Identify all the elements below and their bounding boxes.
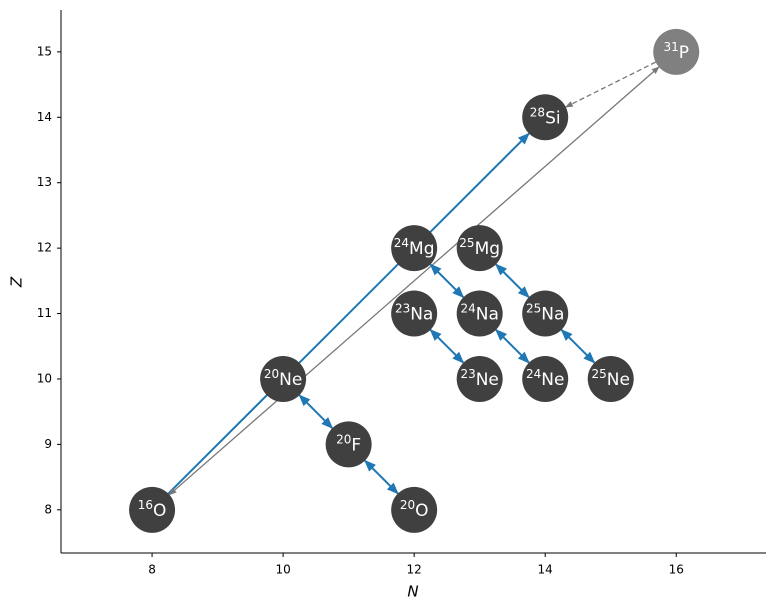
link <box>429 328 465 364</box>
x-axis-label: N <box>407 583 418 601</box>
nuclide-label: 25Mg <box>459 236 500 260</box>
nuclide-symbol: O <box>415 501 428 521</box>
y-tick-label: 11 <box>37 306 52 320</box>
nuclide-symbol: Na <box>410 305 433 325</box>
y-tick-label: 13 <box>37 175 52 189</box>
nuclide <box>391 225 438 272</box>
y-axis-label: Z <box>8 276 26 288</box>
nuclide-symbol: Na <box>476 305 499 325</box>
nuclide-symbol: F <box>351 435 361 455</box>
nuclide-symbol: O <box>153 501 166 521</box>
nuclide-symbol: Ne <box>476 370 499 390</box>
nuclide-label: 24Ne <box>526 366 564 390</box>
link <box>298 394 334 429</box>
nuclide-label: 24Na <box>460 301 498 325</box>
nuclide-label: 25Na <box>526 301 564 325</box>
x-tick-label: 14 <box>538 563 553 577</box>
x-tick-label: 16 <box>669 563 684 577</box>
nuclide <box>522 290 569 337</box>
nuclide-mass: 24 <box>394 236 409 250</box>
link <box>495 263 530 299</box>
nuclide-label: 20O <box>400 497 429 520</box>
nuclide-symbol: P <box>679 43 689 63</box>
link <box>495 328 530 364</box>
nuclide <box>325 421 372 468</box>
y-tick-label: 10 <box>37 371 52 385</box>
nuclide-label: 28Si <box>530 105 561 129</box>
nuclide-mass: 25 <box>591 366 606 380</box>
nuclide <box>522 355 569 402</box>
nuclide <box>456 355 503 402</box>
nuclide-mass: 24 <box>526 366 541 380</box>
nuclide-mass: 20 <box>264 366 279 380</box>
nuclide <box>129 486 176 533</box>
nuclide-symbol: Si <box>545 108 561 128</box>
nuclide-symbol: Mg <box>475 239 500 259</box>
nuclide <box>391 486 438 533</box>
nuclide <box>456 225 503 272</box>
nuclide-label: 24Mg <box>394 236 435 260</box>
nuclide-mass: 16 <box>138 497 153 511</box>
y-tick-label: 8 <box>44 502 52 516</box>
nuclide-symbol: Mg <box>409 239 434 259</box>
nuclide-mass: 20 <box>336 432 351 446</box>
nuclide-mass: 25 <box>526 301 541 315</box>
x-tick-label: 10 <box>275 563 290 577</box>
link <box>560 328 596 364</box>
nuclide-symbol: Ne <box>279 370 302 390</box>
nuclide-label: 20Ne <box>264 366 302 390</box>
nuclide-mass: 24 <box>460 301 475 315</box>
y-tick-label: 14 <box>37 110 52 124</box>
nuclide-symbol: Ne <box>541 370 564 390</box>
link <box>565 61 656 108</box>
nuclide <box>653 28 700 75</box>
nuclide-symbol: Na <box>541 305 564 325</box>
nuclide-label: 31P <box>663 39 689 63</box>
y-tick-label: 15 <box>37 44 52 58</box>
x-tick-label: 12 <box>407 563 422 577</box>
nuclide <box>456 290 503 337</box>
link <box>364 459 399 495</box>
nuclide-mass: 25 <box>459 236 474 250</box>
nuclide-label: 23Ne <box>460 366 498 390</box>
nuclide <box>260 355 307 402</box>
x-tick-label: 8 <box>148 563 156 577</box>
nuclide-label: 20F <box>336 432 361 456</box>
nuclide <box>391 290 438 337</box>
nuclide-mass: 31 <box>663 39 678 53</box>
nuclide-mass: 23 <box>460 366 475 380</box>
nuclide-mass: 23 <box>395 301 410 315</box>
nuclide-symbol: Ne <box>607 370 630 390</box>
nuclide-label: 23Na <box>395 301 433 325</box>
nuclide-mass: 28 <box>530 105 545 119</box>
link <box>429 263 465 299</box>
nuclide <box>522 94 569 141</box>
y-tick-label: 12 <box>37 241 52 255</box>
y-tick-label: 9 <box>44 437 52 451</box>
nuclide-mass: 20 <box>400 497 415 511</box>
nuclide-label: 25Ne <box>591 366 629 390</box>
link <box>168 66 660 496</box>
nuclide-label: 16O <box>138 497 167 520</box>
nuclide <box>587 355 634 402</box>
